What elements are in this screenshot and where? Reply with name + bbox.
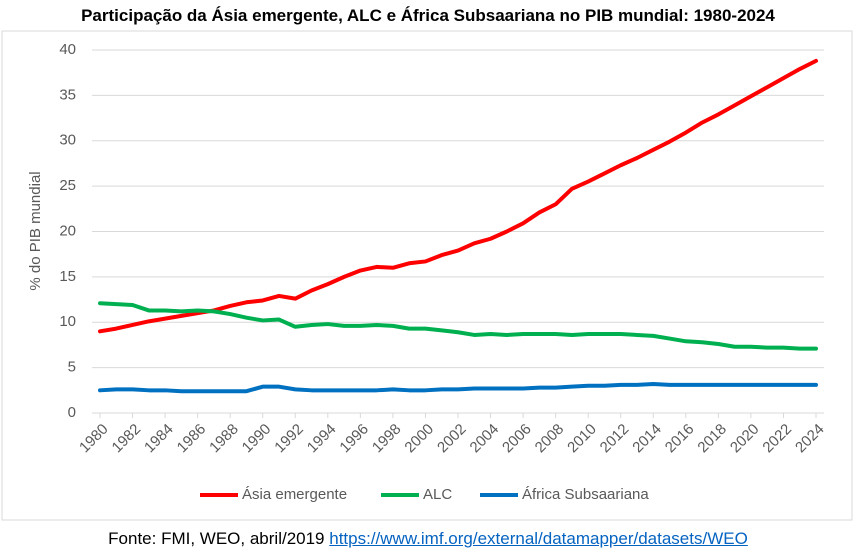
x-tick-label: 2018 — [694, 421, 730, 457]
x-tick-label: 1994 — [304, 421, 340, 457]
footer: Fonte: FMI, WEO, abril/2019 https://www.… — [0, 529, 856, 549]
x-tick-label: 1998 — [369, 421, 405, 457]
x-tick-label: 1992 — [271, 421, 307, 457]
y-tick-label: 40 — [59, 41, 76, 58]
x-tick-label: 2010 — [564, 421, 600, 457]
y-tick-label: 10 — [59, 313, 76, 330]
series-line — [98, 58, 818, 334]
legend-label: África Subsaariana — [522, 486, 649, 503]
y-tick-label: 20 — [59, 222, 76, 239]
x-tick-label: 2024 — [792, 421, 828, 457]
x-tick-label: 1982 — [109, 421, 145, 457]
series-line — [98, 301, 818, 351]
x-tick-label: 2006 — [499, 421, 535, 457]
y-tick-label: 30 — [59, 132, 76, 149]
legend-label: Ásia emergente — [242, 486, 347, 503]
y-tick-label: 25 — [59, 177, 76, 194]
x-tick-label: 2000 — [401, 421, 437, 457]
chart-title: Participação da Ásia emergente, ALC e Áf… — [81, 6, 775, 25]
x-tick-label: 2002 — [434, 421, 470, 457]
x-tick-label: 1986 — [174, 421, 210, 457]
chart-frame — [1, 30, 853, 521]
y-axis-label: % do PIB mundial — [27, 171, 44, 290]
x-tick-label: 1990 — [239, 421, 275, 457]
legend-label: ALC — [423, 486, 452, 503]
x-tick-label: 2020 — [727, 421, 763, 457]
x-tick-label: 2012 — [597, 421, 633, 457]
y-tick-label: 0 — [68, 404, 76, 421]
x-tick-label: 2022 — [759, 421, 795, 457]
x-tick-label: 1988 — [206, 421, 242, 457]
series-line — [98, 381, 818, 394]
y-tick-label: 5 — [68, 359, 76, 376]
source-link[interactable]: https://www.imf.org/external/datamapper/… — [329, 529, 748, 548]
source: Fonte: FMI, WEO, abril/2019 — [108, 529, 325, 548]
y-tick-label: 15 — [59, 268, 76, 285]
x-tick-label: 2004 — [467, 421, 503, 457]
x-tick-label: 1984 — [141, 421, 177, 457]
x-tick-label: 2008 — [532, 421, 568, 457]
x-tick-label: 1980 — [76, 421, 112, 457]
x-tick-label: 2016 — [662, 421, 698, 457]
x-tick-label: 1996 — [336, 421, 372, 457]
y-tick-label: 35 — [59, 86, 76, 103]
x-tick-label: 2014 — [629, 421, 665, 457]
